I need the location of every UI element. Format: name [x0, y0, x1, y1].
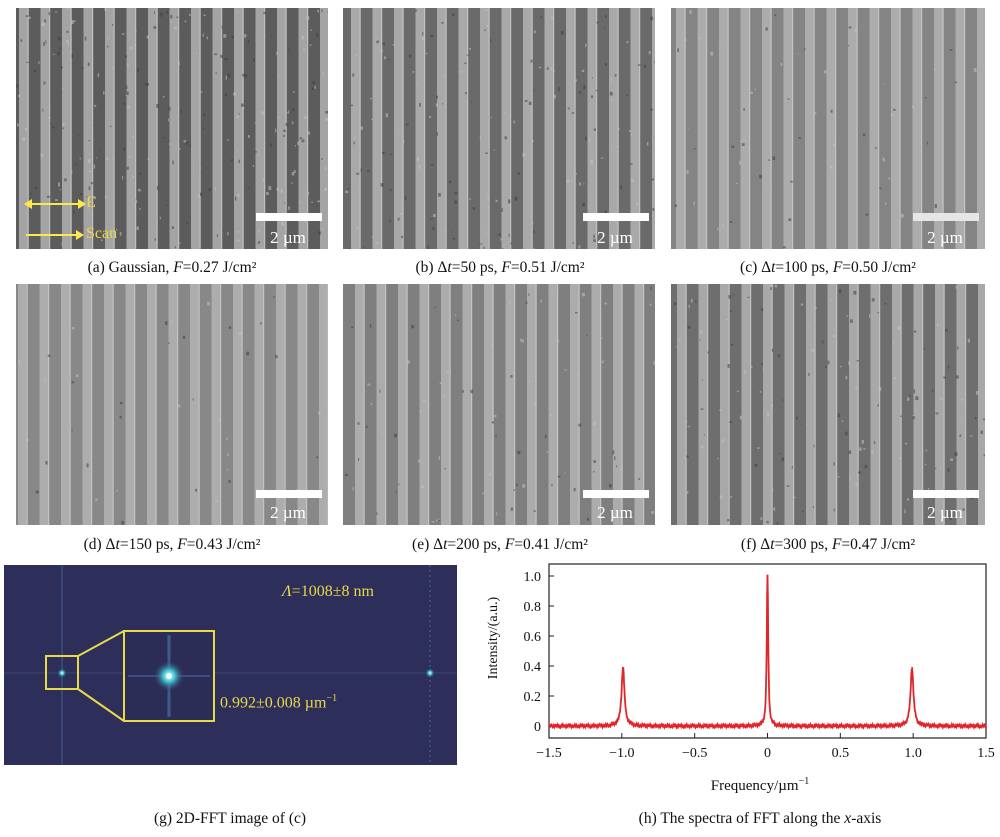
y-tick-label: 0: [534, 720, 541, 735]
scan-label: Scan: [86, 225, 118, 242]
sem-panel-e: 2 µm: [343, 284, 655, 525]
x-tick-label: −0.5: [682, 746, 707, 761]
spectrum-peak: [766, 575, 769, 577]
field-arrow-e: [28, 203, 80, 205]
sem-panel-f: 2 µm: [671, 284, 985, 525]
sem-panel-b: 2 µm: [343, 8, 655, 249]
x-tick-label: 1.5: [977, 746, 995, 761]
scale-bar: [913, 213, 979, 221]
zoom-line-top: [77, 630, 125, 657]
scan-arrow: [26, 234, 78, 236]
fft-right-spot: [425, 668, 435, 678]
fft-spectrum-chart: −1.5 −1.0 −0.5 0 0.5 1.0 1.5 0 0.2 0.4 0.6 0.8 1.0: [524, 563, 995, 761]
scale-label: 2 µm: [270, 503, 306, 522]
scan-arrow-head: [76, 230, 84, 240]
spectrum-peak: [911, 666, 913, 669]
y-tick-label: 0.8: [524, 600, 542, 615]
field-arrow-e-head-right: [78, 199, 86, 209]
frequency-label: 0.992±0.008 µm−1: [220, 693, 338, 712]
fft-left-spot: [57, 668, 67, 678]
fft-spectrum-line: [548, 574, 987, 731]
zoom-line-bottom: [77, 688, 125, 722]
fft-background: [4, 565, 457, 765]
caption-d: (d) Δt=150 ps, F=0.43 J/cm²: [83, 536, 261, 553]
x-tick-label: 0: [764, 746, 771, 761]
spectrum-peak: [622, 666, 624, 669]
zoom-spot-core: [166, 673, 172, 679]
chart-ylabel: Intensity/(a.u.): [486, 596, 501, 680]
fft-canvas: [4, 565, 457, 765]
scale-bar: [583, 490, 649, 498]
caption-h: (h) The spectra of FFT along the x-axis: [638, 810, 882, 827]
x-tick-label: −1.5: [536, 746, 561, 761]
scale-bar: [256, 490, 322, 498]
sem-panel-d: 2 µm: [16, 284, 328, 525]
scale-label: 2 µm: [927, 503, 963, 522]
field-label-e: E: [86, 194, 96, 211]
fft-select-box: [45, 655, 79, 690]
x-tick-label: 1.0: [904, 746, 922, 761]
caption-a: (a) Gaussian, F=0.27 J/cm²: [87, 259, 257, 276]
scale-label: 2 µm: [270, 228, 306, 247]
scale-label: 2 µm: [597, 503, 633, 522]
period-label: Λ=1008±8 nm: [282, 583, 374, 600]
y-tick-label: 0.6: [524, 630, 542, 645]
y-tick-label: 1.0: [524, 570, 542, 585]
caption-b: (b) Δt=50 ps, F=0.51 J/cm²: [415, 259, 585, 276]
field-arrow-e-head-left: [24, 199, 32, 209]
caption-e: (e) Δt=200 ps, F=0.41 J/cm²: [412, 536, 588, 553]
scale-bar: [583, 213, 649, 221]
caption-g: (g) 2D-FFT image of (c): [153, 810, 307, 827]
scale-bar: [256, 213, 322, 221]
x-tick-label: −1.0: [609, 746, 634, 761]
chart-xlabel: Frequency/µm−1: [710, 776, 810, 794]
scale-bar: [913, 490, 979, 498]
scale-label: 2 µm: [597, 228, 633, 247]
caption-c: (c) Δt=100 ps, F=0.50 J/cm²: [740, 259, 916, 276]
x-tick-label: 0.5: [832, 746, 850, 761]
y-tick-label: 0.4: [524, 660, 542, 675]
sem-panel-a: E Scan 2 µm: [16, 8, 328, 249]
scale-label: 2 µm: [927, 228, 963, 247]
y-tick-label: 0.2: [524, 690, 542, 705]
sem-panel-c: 2 µm: [671, 8, 985, 249]
caption-f: (f) Δt=300 ps, F=0.47 J/cm²: [740, 536, 916, 553]
fft-image: Λ=1008±8 nm 0.992±0.008 µm−1: [4, 565, 457, 765]
